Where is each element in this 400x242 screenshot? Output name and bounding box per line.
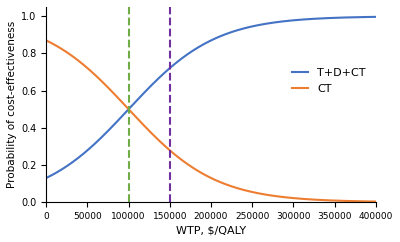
CT	[303, 198, 308, 201]
CT	[204, 174, 209, 177]
T+D+CT	[364, 15, 369, 18]
T+D+CT	[303, 18, 308, 21]
CT	[44, 39, 49, 42]
CT	[364, 200, 368, 203]
Legend: T+D+CT, CT: T+D+CT, CT	[287, 64, 370, 98]
T+D+CT	[204, 41, 209, 44]
CT	[195, 169, 200, 172]
T+D+CT	[374, 15, 378, 18]
Y-axis label: Probability of cost-effectiveness: Probability of cost-effectiveness	[7, 21, 17, 188]
T+D+CT	[61, 167, 66, 170]
T+D+CT	[195, 46, 200, 49]
Line: T+D+CT: T+D+CT	[46, 17, 376, 178]
T+D+CT	[44, 177, 49, 180]
CT	[374, 200, 378, 203]
CT	[61, 48, 66, 51]
CT	[364, 200, 369, 203]
T+D+CT	[364, 15, 368, 18]
X-axis label: WTP, $/QALY: WTP, $/QALY	[176, 225, 246, 235]
Line: CT: CT	[46, 40, 376, 202]
